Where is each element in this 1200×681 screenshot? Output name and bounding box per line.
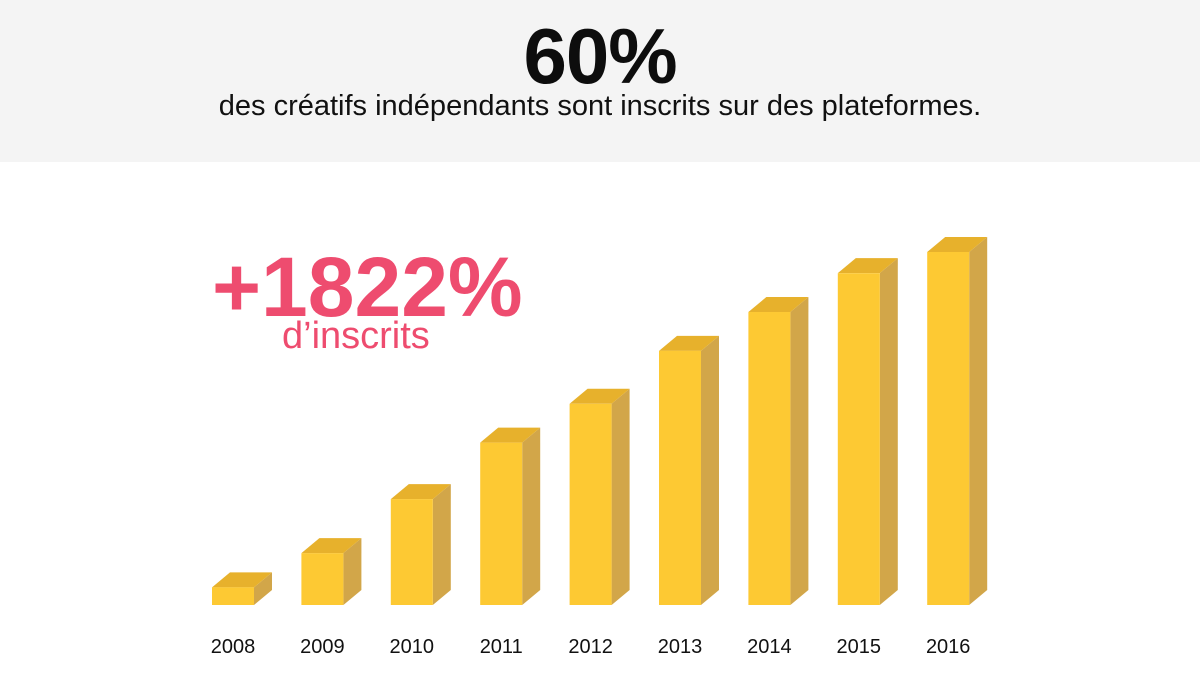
bar-front-2009 — [301, 553, 344, 605]
bar-front-2013 — [659, 350, 701, 605]
bar-top-2012 — [569, 388, 630, 404]
bar-top-2011 — [480, 427, 541, 443]
bar-2014 — [748, 297, 809, 605]
bar-top-2016 — [927, 237, 988, 252]
bar-2016 — [927, 237, 988, 605]
growth-stat-label: d’inscrits — [282, 315, 430, 357]
bar-side-2015 — [879, 258, 898, 605]
x-tick-label-2011: 2011 — [480, 636, 523, 658]
bar-front-2008 — [212, 587, 254, 605]
bar-front-2011 — [480, 442, 523, 605]
x-tick-label-2012: 2012 — [568, 636, 613, 658]
x-tick-label-2014: 2014 — [747, 636, 792, 658]
bar-2010 — [390, 484, 451, 605]
bar-front-2010 — [390, 499, 433, 605]
bar-front-2016 — [927, 252, 970, 605]
bar-top-2015 — [837, 258, 898, 274]
bar-2015 — [837, 258, 898, 605]
x-tick-label-2008: 2008 — [211, 636, 256, 658]
header-banner: 60% des créatifs indépendants sont inscr… — [0, 0, 1200, 162]
bar-2012 — [569, 388, 630, 605]
bar-side-2008 — [254, 572, 272, 605]
headline-stat: 60% — [523, 12, 677, 100]
bar-side-2013 — [701, 335, 719, 605]
x-tick-label-2013: 2013 — [658, 636, 703, 658]
bar-top-2009 — [301, 538, 362, 554]
bar-top-2014 — [748, 297, 809, 313]
bar-front-2012 — [569, 403, 612, 605]
bar-top-2013 — [659, 335, 719, 351]
x-tick-label-2009: 2009 — [300, 636, 345, 658]
bar-front-2015 — [837, 273, 880, 605]
bar-top-2008 — [212, 572, 272, 588]
bar-side-2010 — [432, 484, 451, 605]
bar-side-2012 — [611, 388, 630, 605]
bar-top-2010 — [390, 484, 451, 500]
bar-side-2009 — [343, 538, 362, 605]
x-tick-label-2016: 2016 — [926, 636, 971, 658]
bar-2008 — [212, 572, 272, 605]
bar-2013 — [659, 335, 719, 605]
bar-side-2011 — [522, 427, 541, 605]
headline-caption: des créatifs indépendants sont inscrits … — [218, 90, 982, 122]
bar-side-2016 — [969, 237, 988, 605]
growth-stat: +1822% — [212, 240, 523, 334]
x-tick-label-2010: 2010 — [390, 636, 435, 658]
bar-2009 — [301, 538, 362, 605]
bar-front-2014 — [748, 312, 791, 605]
x-tick-label-2015: 2015 — [837, 636, 882, 658]
bar-side-2014 — [790, 297, 809, 605]
bar-2011 — [480, 427, 541, 605]
